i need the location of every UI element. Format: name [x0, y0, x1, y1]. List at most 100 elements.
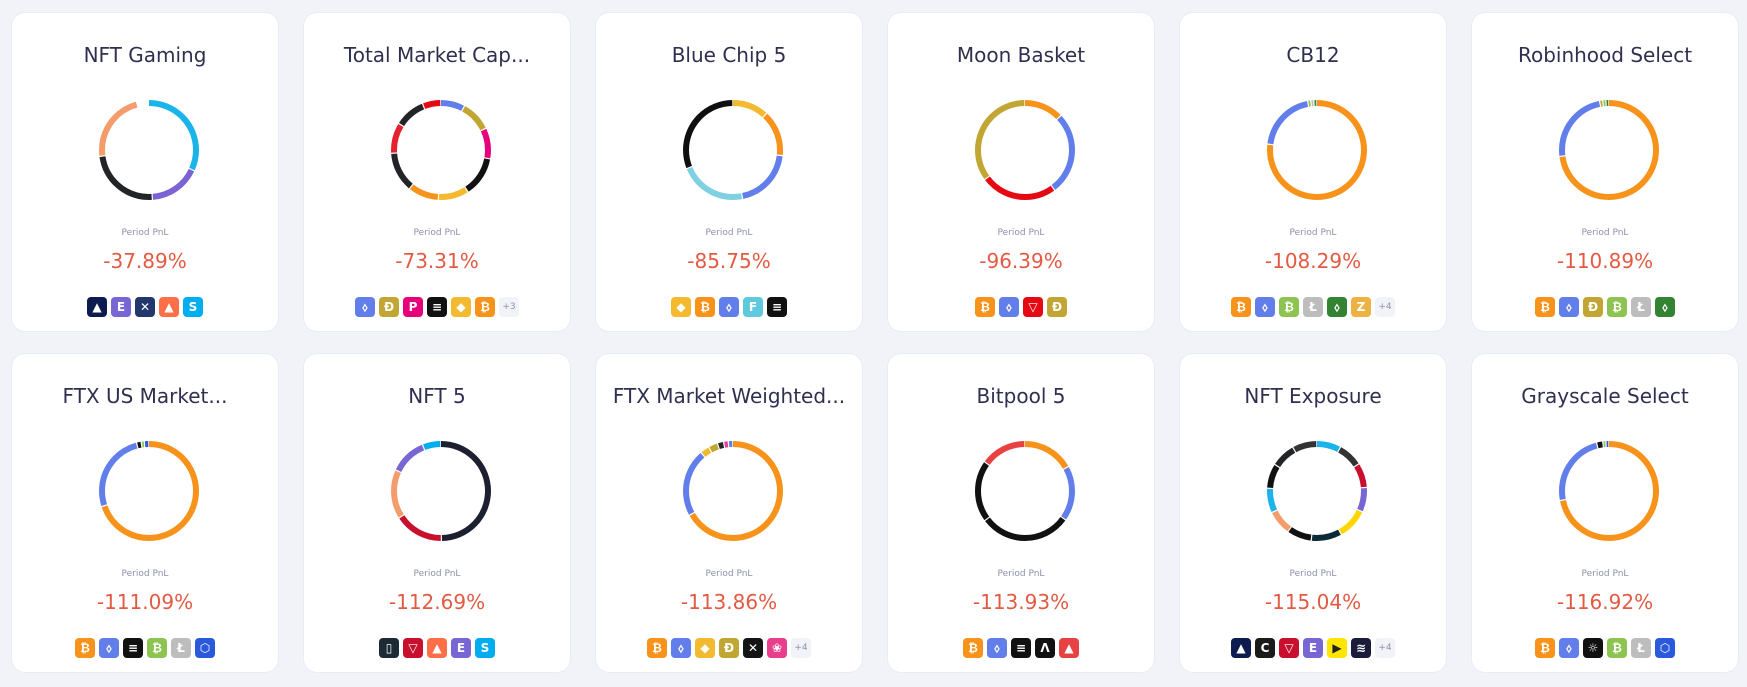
bnb-icon: ◆ — [451, 297, 471, 317]
donut-segment — [391, 441, 491, 541]
lrc-icon: ▽ — [1279, 638, 1299, 658]
rndr-icon: ▯ — [379, 638, 399, 658]
eth-icon: ⬨ — [719, 297, 739, 317]
donut-segment — [391, 100, 491, 200]
eth-icon: ⬨ — [987, 638, 1007, 658]
period-pnl-value: -112.69% — [388, 590, 486, 614]
sol-icon: ≡ — [123, 638, 143, 658]
coin-list: ₿ ⬨ ▽ Đ — [888, 297, 1154, 317]
allocation-donut — [1267, 441, 1367, 541]
coin-list: ◆ ₿ ⬨ F ≡ — [596, 297, 862, 317]
donut-segment — [1267, 441, 1367, 541]
donut-segment — [1559, 441, 1659, 541]
basket-card[interactable]: Moon Basket Period PnL -96.39% ₿ ⬨ ▽ Đ — [888, 13, 1154, 331]
period-pnl-label: Period PnL — [1581, 228, 1629, 238]
ltc-icon: Ł — [1631, 638, 1651, 658]
allocation-donut — [683, 441, 783, 541]
period-pnl-label: Period PnL — [413, 228, 461, 238]
more-coins-badge: +3 — [499, 297, 519, 317]
donut-segment — [683, 441, 783, 541]
basket-title: Bitpool 5 — [976, 384, 1066, 408]
period-pnl-value: -85.75% — [687, 249, 771, 273]
sol-icon: ≡ — [767, 297, 787, 317]
coin-list: ₿ ⬨ ☼ ₿ Ł ⬡ — [1472, 638, 1738, 658]
basket-card[interactable]: Total Market Cap... Period PnL -73.31% ⬨ Đ P ≡… — [304, 13, 570, 331]
basket-card[interactable]: NFT Gaming Period PnL -37.89% ▲ E ✕ ▲ S — [12, 13, 278, 331]
donut-segment — [975, 100, 1075, 200]
donut-segment — [683, 100, 783, 200]
period-pnl-label: Period PnL — [997, 228, 1045, 238]
donut-segment — [391, 100, 491, 200]
basket-card[interactable]: Grayscale Select Period PnL -116.92% ₿ ⬨ ☼ ₿ Ł ⬡ — [1472, 354, 1738, 672]
basket-card[interactable]: FTX US Market... Period PnL -111.09% ₿ ⬨ ≡ ₿ Ł ⬡ — [12, 354, 278, 672]
allocation-donut — [391, 441, 491, 541]
basket-title: Robinhood Select — [1517, 43, 1693, 67]
donut-segment — [683, 100, 783, 200]
gfi-icon: ≋ — [1351, 638, 1371, 658]
basket-title: NFT Gaming — [83, 43, 207, 67]
basket-card[interactable]: Blue Chip 5 Period PnL -85.75% ◆ ₿ ⬨ F ≡ — [596, 13, 862, 331]
eth-icon: ⬨ — [999, 297, 1019, 317]
basket-title: Blue Chip 5 — [671, 43, 787, 67]
sol-icon: ≡ — [1011, 638, 1031, 658]
enj-icon: E — [111, 297, 131, 317]
period-pnl-value: -116.92% — [1556, 590, 1654, 614]
btc-icon: ₿ — [1535, 297, 1555, 317]
btc-icon: ₿ — [1231, 297, 1251, 317]
basket-card[interactable]: CB12 Period PnL -108.29% ₿ ⬨ ₿ Ł ⬨ Z +4 — [1180, 13, 1446, 331]
link-icon: ⬡ — [1655, 638, 1675, 658]
donut-segment — [975, 100, 1075, 200]
donut-segment — [1559, 100, 1659, 200]
btc-icon: ₿ — [975, 297, 995, 317]
sol-icon: ≡ — [427, 297, 447, 317]
link-icon: ⬡ — [195, 638, 215, 658]
basket-card[interactable]: Robinhood Select Period PnL -110.89% ₿ ⬨ Đ ₿ Ł ⬨ — [1472, 13, 1738, 331]
basket-card[interactable]: Bitpool 5 Period PnL -113.93% ₿ ⬨ ≡ Λ ▲ — [888, 354, 1154, 672]
donut-segment — [391, 100, 491, 200]
trx-icon: ▽ — [1023, 297, 1043, 317]
donut-segment — [975, 441, 1075, 541]
donut-segment — [99, 100, 199, 200]
basket-title: Total Market Cap... — [343, 43, 531, 67]
period-pnl-value: -113.93% — [972, 590, 1070, 614]
donut-segment — [391, 100, 491, 200]
period-pnl-label: Period PnL — [1581, 569, 1629, 579]
basket-card[interactable]: NFT 5 Period PnL -112.69% ▯ ▽ ▲ E S — [304, 354, 570, 672]
period-pnl-value: -113.86% — [680, 590, 778, 614]
basket-card[interactable]: NFT Exposure Period PnL -115.04% ▲ C ▽ E ▶ ≋ +4 — [1180, 354, 1446, 672]
allocation-donut — [1267, 100, 1367, 200]
ftm-icon: Λ — [1035, 638, 1055, 658]
period-pnl-value: -108.29% — [1264, 249, 1362, 273]
period-pnl-label: Period PnL — [121, 228, 169, 238]
etc-icon: ⬨ — [1655, 297, 1675, 317]
allocation-donut — [683, 100, 783, 200]
eth-icon: ⬨ — [99, 638, 119, 658]
coin-list: ₿ ⬨ ₿ Ł ⬨ Z +4 — [1180, 297, 1446, 317]
eth-icon: ⬨ — [1255, 297, 1275, 317]
btc-icon: ₿ — [963, 638, 983, 658]
sand-icon: S — [475, 638, 495, 658]
gala-icon: ▶ — [1327, 638, 1347, 658]
mana-icon: ▲ — [159, 297, 179, 317]
avax-icon: ▲ — [1059, 638, 1079, 658]
dot-icon: P — [403, 297, 423, 317]
more-coins-badge: +4 — [1375, 638, 1395, 658]
coin-list: ⬨ Đ P ≡ ◆ ₿ +3 — [304, 297, 570, 317]
mbox-icon: ❀ — [767, 638, 787, 658]
period-pnl-value: -73.31% — [395, 249, 479, 273]
donut-segment — [1267, 441, 1367, 541]
donut-segment — [1267, 100, 1367, 200]
donut-segment — [975, 441, 1075, 541]
basket-card[interactable]: FTX Market Weighted... Period PnL -113.86%… — [596, 354, 862, 672]
ltc-icon: Ł — [171, 638, 191, 658]
basket-grid: NFT Gaming Period PnL -37.89% ▲ E ✕ ▲ S Total Ma… — [12, 13, 1738, 672]
bnb-icon: ◆ — [671, 297, 691, 317]
btc-icon: ₿ — [695, 297, 715, 317]
enj-icon: E — [451, 638, 471, 658]
coin-list: ₿ ⬨ Đ ₿ Ł ⬨ — [1472, 297, 1738, 317]
mana-icon: ▲ — [427, 638, 447, 658]
donut-segment — [391, 441, 491, 541]
theta-icon: ☼ — [1583, 638, 1603, 658]
donut-segment — [975, 100, 1075, 200]
btc-icon: ₿ — [647, 638, 667, 658]
